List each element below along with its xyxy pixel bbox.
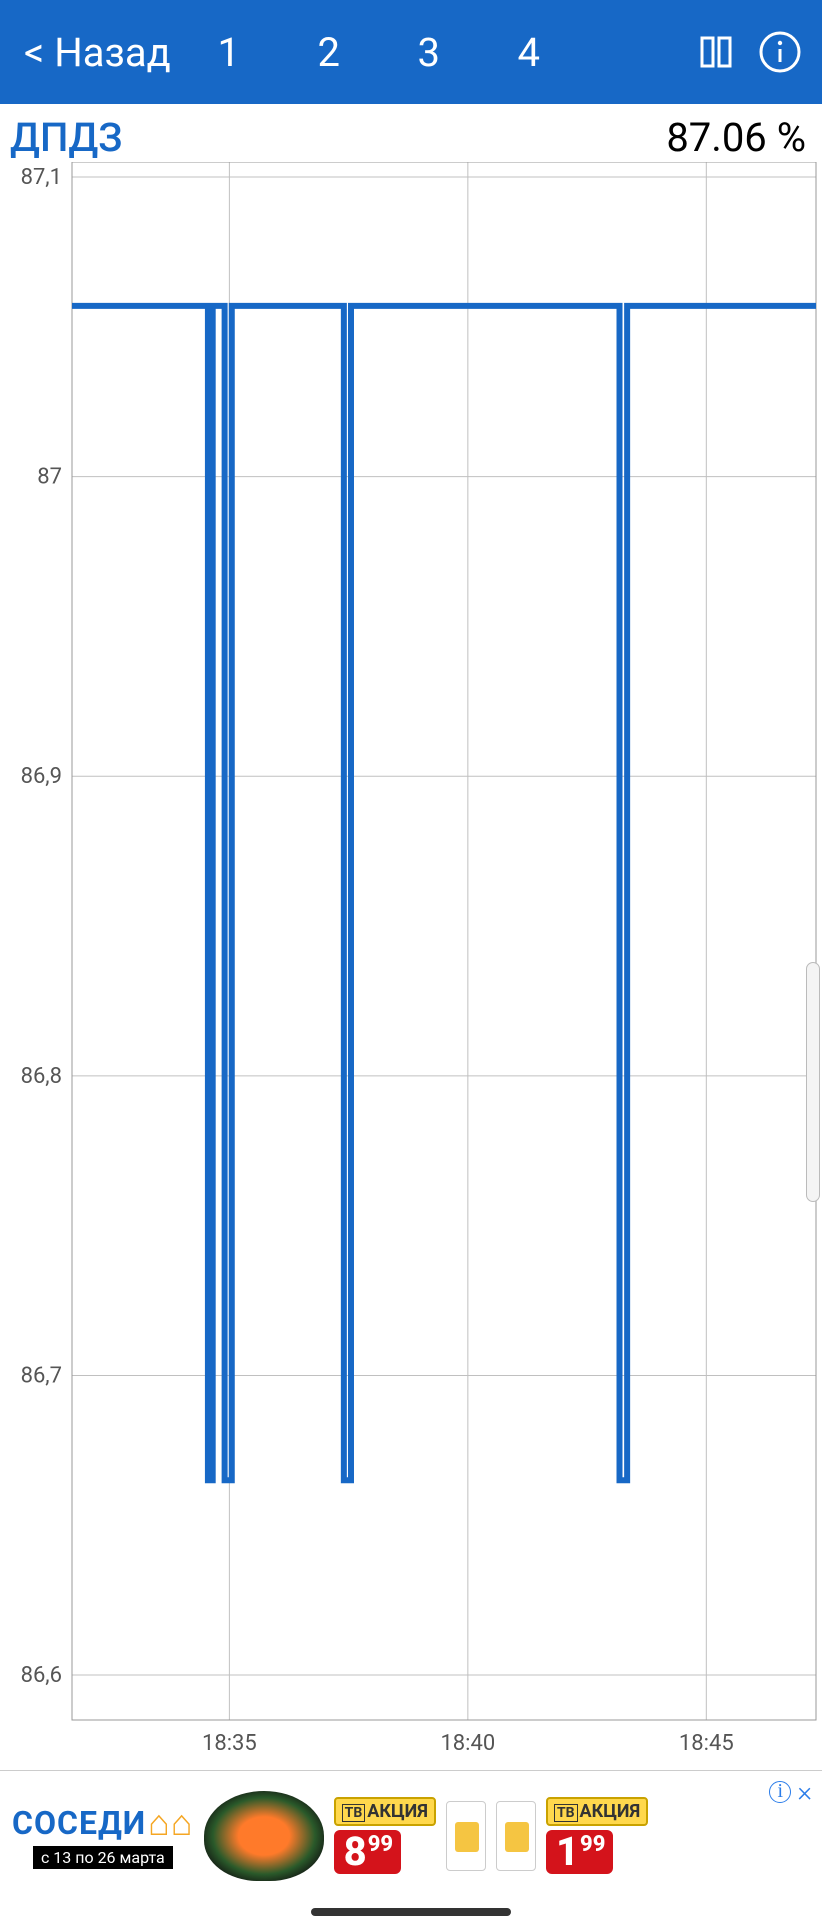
ad-pack-2: [496, 1801, 536, 1871]
ad-promo-tag: ТВАКЦИЯ: [334, 1797, 436, 1826]
svg-text:87: 87: [37, 465, 62, 490]
svg-text:86,8: 86,8: [21, 1064, 62, 1089]
svg-text:18:35: 18:35: [202, 1731, 257, 1756]
tab-1[interactable]: 1: [179, 29, 279, 76]
svg-text:87,1: 87,1: [21, 165, 62, 190]
ad-brand-icon: ⌂⌂: [148, 1802, 194, 1844]
tab-4[interactable]: 4: [479, 29, 579, 76]
ad-product-image: [204, 1791, 324, 1881]
scroll-handle[interactable]: [806, 962, 820, 1202]
ad-date-range: с 13 по 26 марта: [33, 1846, 173, 1869]
title-row: ДПДЗ 87.06 %: [0, 104, 822, 162]
svg-text:18:40: 18:40: [440, 1731, 495, 1756]
back-button[interactable]: < Назад: [16, 29, 179, 76]
toolbar: < Назад 1 2 3 4: [0, 0, 822, 104]
home-indicator[interactable]: [311, 1908, 511, 1916]
ad-controls: i ×: [769, 1775, 812, 1808]
ad-pack-1: [446, 1801, 486, 1871]
ad-close-icon[interactable]: ×: [797, 1775, 812, 1808]
ad-brand: СОСЕДИ⌂⌂ с 13 по 26 марта: [12, 1802, 194, 1869]
svg-text:86,7: 86,7: [21, 1363, 62, 1388]
ad-banner[interactable]: СОСЕДИ⌂⌂ с 13 по 26 марта ТВАКЦИЯ 899 ТВ…: [0, 1770, 822, 1900]
columns-icon[interactable]: [690, 26, 742, 78]
ad-info-icon[interactable]: i: [769, 1781, 791, 1803]
svg-text:18:45: 18:45: [679, 1731, 734, 1756]
svg-text:86,9: 86,9: [21, 764, 62, 789]
ad-promo-tag-2: ТВАКЦИЯ: [546, 1797, 648, 1826]
parameter-value: 87.06 %: [666, 114, 806, 161]
svg-text:86,6: 86,6: [21, 1663, 62, 1688]
tab-2[interactable]: 2: [279, 29, 379, 76]
ad-price-1: 899: [334, 1830, 401, 1874]
chart[interactable]: 86,6 86,7 86,8 86,9 87 87,1 18:35 18:40 18:45: [0, 162, 822, 1770]
ad-price-2: 199: [546, 1830, 613, 1874]
info-icon[interactable]: [754, 26, 806, 78]
tab-3[interactable]: 3: [379, 29, 479, 76]
ad-brand-text: СОСЕДИ: [12, 1804, 146, 1842]
parameter-name: ДПДЗ: [10, 114, 123, 161]
